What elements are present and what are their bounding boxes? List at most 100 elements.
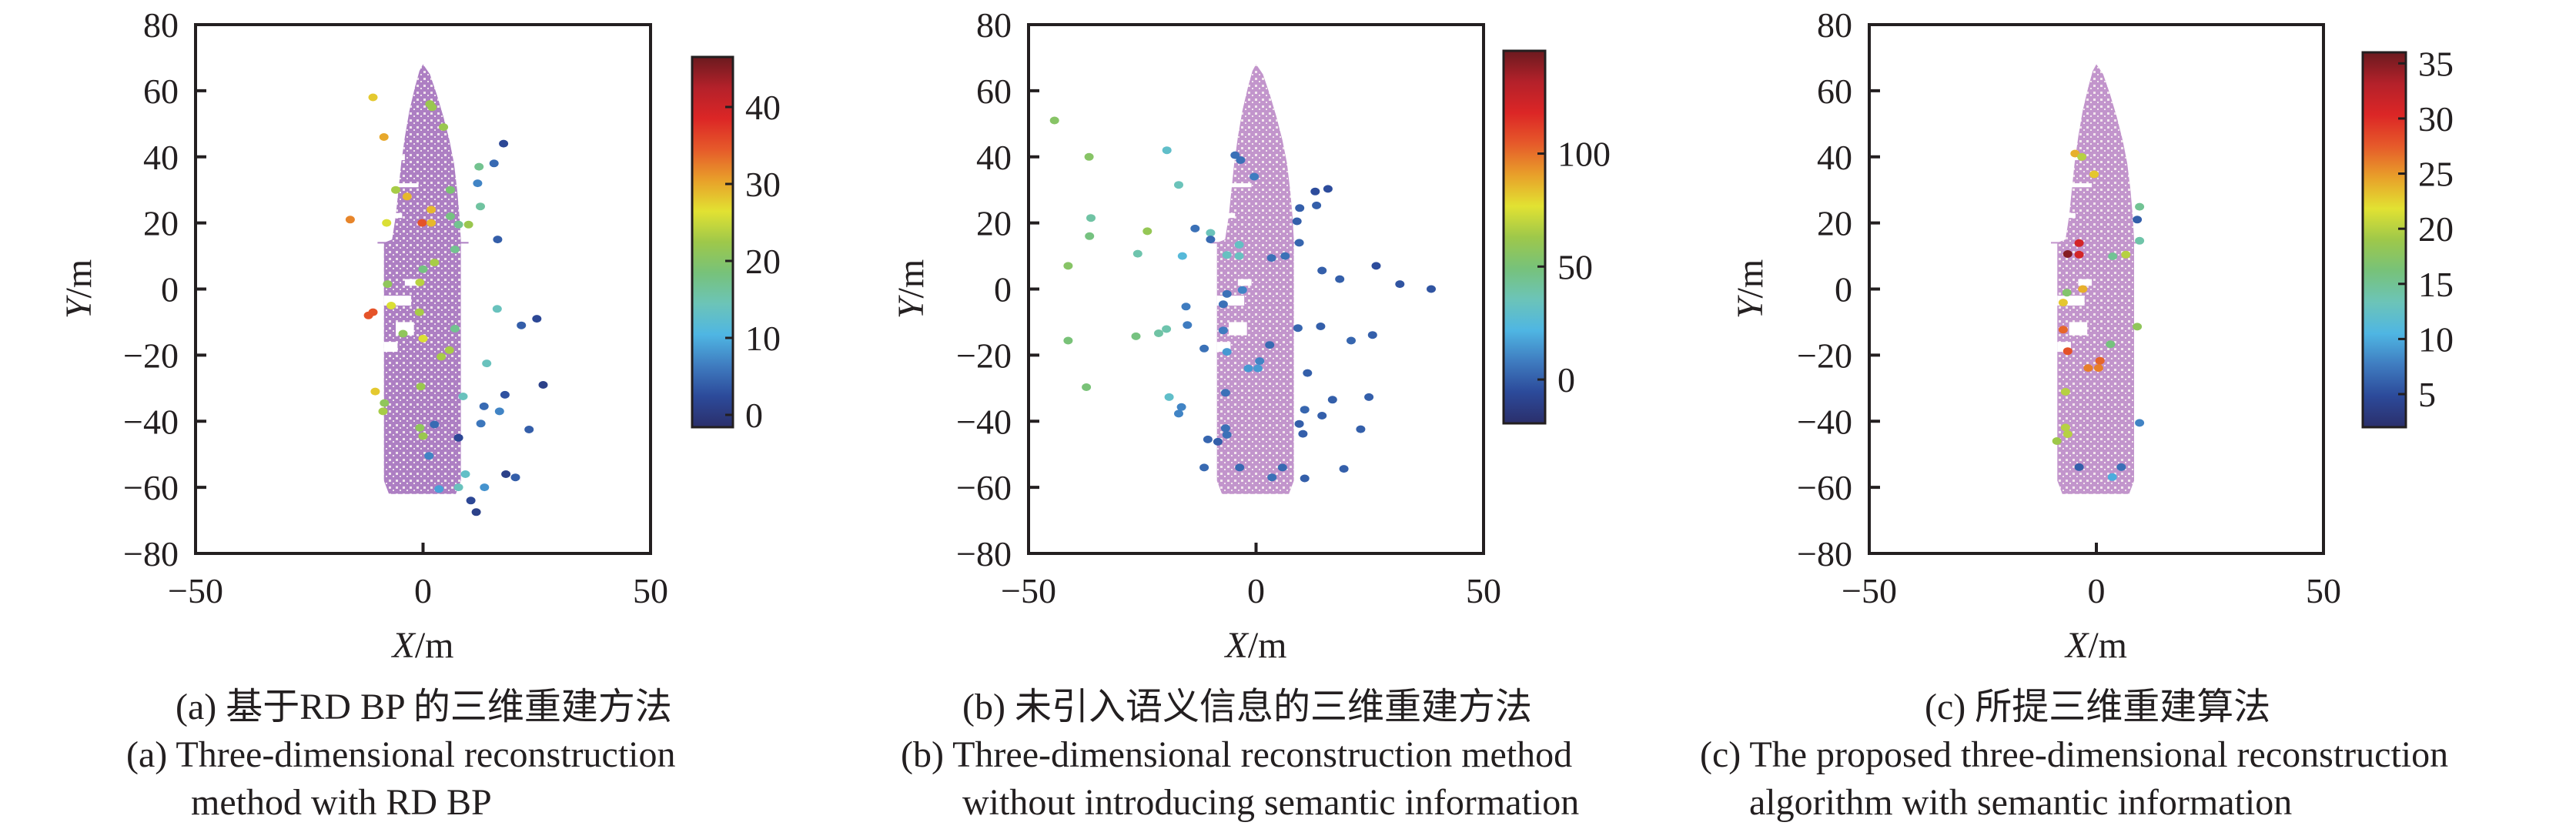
scatter-point <box>1265 341 1275 349</box>
scatter-point <box>2089 170 2099 179</box>
y-tick-label: 40 <box>1817 138 1852 177</box>
scatter-point <box>1218 326 1228 335</box>
scatter-point <box>415 423 425 432</box>
scatter-point <box>1335 275 1345 283</box>
caption-c: (c) 所提三维重建算法 (c) The proposed three-dime… <box>0 684 2576 827</box>
scatter-point <box>1356 425 1366 433</box>
scatter-point <box>1142 227 1153 236</box>
y-tick-label: 20 <box>143 204 179 243</box>
scatter-point <box>1131 332 1141 340</box>
y-tick-label: 20 <box>1817 204 1852 243</box>
scatter-point <box>1164 393 1174 401</box>
y-tick-label: −60 <box>956 468 1012 507</box>
ship-gap <box>1237 279 1252 286</box>
scatter-point <box>1294 420 1304 428</box>
scatter-point <box>1294 239 1304 247</box>
scatter-point <box>1218 300 1228 309</box>
ship-gap <box>404 279 419 286</box>
y-axis-label: Y/m <box>1730 259 1771 319</box>
colorbar-tick-label: 0 <box>1557 360 1575 399</box>
scatter-point <box>1292 217 1302 226</box>
y-tick-label: 60 <box>976 72 1012 111</box>
scatter-point <box>1364 393 1374 401</box>
scatter-point <box>444 346 454 354</box>
caption-c-zh: (c) 所提三维重建算法 <box>1925 687 2271 727</box>
scatter-point <box>1086 214 1096 222</box>
scatter-point <box>386 302 396 309</box>
colorbar <box>1502 49 1547 425</box>
scatter-point <box>1371 262 1381 270</box>
colorbar-tick-label: 15 <box>2418 265 2454 304</box>
colorbar-tick-label: 40 <box>745 88 781 127</box>
scatter-point <box>2135 419 2145 427</box>
x-axis-label-unit: /m <box>415 625 454 666</box>
scatter-point <box>430 259 440 267</box>
scatter-point <box>380 399 390 407</box>
y-tick-label: 40 <box>143 138 179 177</box>
x-axis-label-var: X <box>2064 625 2089 666</box>
y-tick-label: −60 <box>1797 468 1852 507</box>
colorbar-tick-label: 5 <box>2418 375 2436 414</box>
scatter-point <box>450 246 460 253</box>
scatter-point <box>1234 241 1244 249</box>
x-axis-label-unit: /m <box>1248 625 1287 666</box>
scatter-point <box>1347 336 1356 345</box>
colorbar-tick-label: 0 <box>745 396 763 435</box>
scatter-point <box>494 407 504 416</box>
scatter-point <box>1255 357 1265 366</box>
scatter-point <box>450 325 460 333</box>
caption-b-en-line2: without introducing semantic information <box>962 782 1580 823</box>
scatter-point <box>1222 251 1232 259</box>
y-axis-label: Y/m <box>59 259 99 319</box>
scatter-point <box>2074 250 2084 259</box>
scatter-point <box>453 433 463 442</box>
scatter-point <box>1220 424 1230 433</box>
scatter-point <box>1176 403 1186 411</box>
scatter-point <box>415 278 425 286</box>
scatter-point <box>1049 116 1059 125</box>
ship-gap <box>386 155 405 161</box>
y-tick-label: −80 <box>123 534 179 573</box>
caption-b-zh: (b) 未引入语义信息的三维重建方法 <box>962 687 1532 727</box>
scatter-point <box>2074 239 2084 247</box>
x-axis-label: X/m <box>2064 625 2127 666</box>
scatter-point <box>1293 324 1303 333</box>
scatter-point <box>2058 326 2068 334</box>
scatter-point <box>493 236 503 244</box>
ship-gap <box>1229 322 1247 336</box>
x-tick-label: 50 <box>1466 571 1501 610</box>
scatter-point <box>427 219 437 227</box>
x-tick-label: −50 <box>1842 571 1897 610</box>
scatter-point <box>1085 232 1095 240</box>
scatter-point <box>368 93 378 102</box>
scatter-point <box>480 483 490 492</box>
scatter-point <box>1174 409 1183 418</box>
scatter-point <box>2060 388 2070 396</box>
scatter-point <box>2106 340 2116 349</box>
scatter-point <box>2077 152 2087 161</box>
scatter-point <box>382 219 392 227</box>
scatter-point <box>2133 323 2143 331</box>
scatter-point <box>1222 289 1232 298</box>
scatter-point <box>1063 336 1073 345</box>
scatter-point <box>1298 430 1308 438</box>
x-tick-label: 50 <box>633 571 668 610</box>
scatter-point <box>1295 204 1305 212</box>
scatter-point <box>430 420 440 429</box>
scatter-point <box>1162 146 1172 155</box>
scatter-point <box>1323 185 1333 193</box>
scatter-point <box>2062 289 2072 297</box>
caption-b-en-line1: (b) Three-dimensional reconstruction met… <box>901 734 1573 775</box>
scatter-point <box>418 265 428 273</box>
scatter-point <box>424 452 434 460</box>
colorbar-tick-label: 20 <box>745 242 781 281</box>
scatter-point <box>458 393 468 400</box>
ship-gap <box>383 342 398 353</box>
scatter-point <box>446 212 455 220</box>
scatter-point <box>402 192 412 201</box>
y-axis-label-var: Y <box>59 295 99 319</box>
scatter-point <box>368 308 378 316</box>
x-axis-label-unit: /m <box>2088 625 2127 666</box>
colorbar-tick-label: 20 <box>2418 209 2454 249</box>
